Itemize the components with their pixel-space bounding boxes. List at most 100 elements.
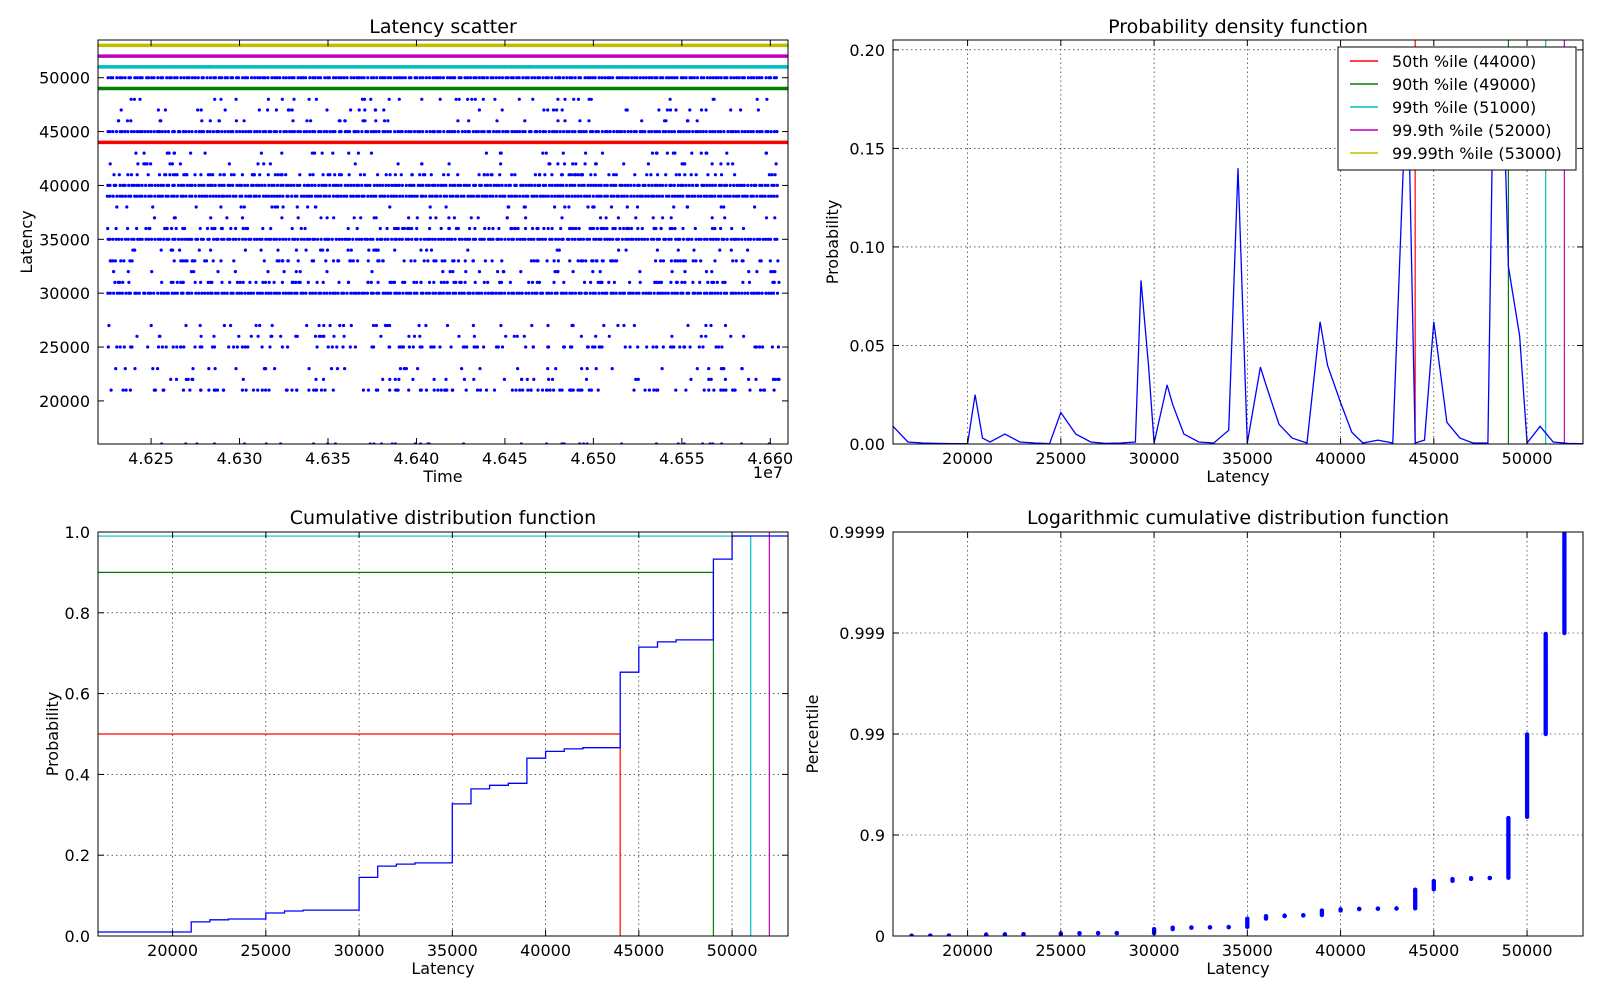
scatter-point bbox=[432, 130, 436, 134]
scatter-point bbox=[670, 194, 675, 198]
scatter-point bbox=[382, 119, 387, 123]
scatter-point bbox=[752, 291, 756, 295]
scatter-point bbox=[401, 226, 405, 231]
scatter-point bbox=[571, 162, 575, 166]
scatter-point bbox=[114, 226, 118, 231]
scatter-point bbox=[371, 237, 375, 241]
scatter-point bbox=[653, 280, 657, 284]
scatter-point bbox=[342, 194, 346, 198]
scatter-point bbox=[683, 270, 687, 274]
scatter-point bbox=[640, 119, 644, 123]
scatter-point bbox=[535, 130, 539, 134]
scatter-point bbox=[316, 194, 320, 198]
scatter-point bbox=[138, 130, 142, 134]
scatter-point bbox=[579, 130, 583, 134]
scatter-point bbox=[206, 183, 210, 187]
scatter-point bbox=[545, 259, 549, 263]
scatter-point bbox=[537, 173, 542, 177]
scatter-point bbox=[375, 76, 379, 80]
scatter-point bbox=[565, 76, 569, 80]
scatter-point bbox=[469, 216, 473, 220]
scatter-point bbox=[190, 237, 194, 241]
scatter-point bbox=[763, 194, 767, 198]
scatter-point bbox=[229, 226, 233, 231]
scatter-point bbox=[432, 377, 436, 381]
x-tick-label: 4.645 bbox=[482, 449, 528, 468]
scatter-point bbox=[304, 76, 308, 80]
scatter-point bbox=[477, 291, 481, 295]
scatter-point bbox=[208, 280, 213, 284]
scatter-point bbox=[202, 130, 206, 134]
scatter-point bbox=[718, 248, 722, 252]
scatter-point bbox=[594, 162, 598, 166]
scatter-point bbox=[190, 291, 194, 295]
scatter-point bbox=[345, 237, 349, 241]
scatter-point bbox=[376, 259, 380, 263]
scatter-point bbox=[396, 226, 400, 231]
scatter-point bbox=[772, 183, 776, 187]
scatter-point bbox=[184, 194, 188, 198]
scatter-point bbox=[473, 97, 477, 101]
scatter-point bbox=[709, 377, 713, 381]
scatter-point bbox=[257, 183, 261, 187]
scatter-point bbox=[371, 291, 375, 295]
scatter-point bbox=[261, 280, 265, 284]
scatter-point bbox=[274, 237, 278, 241]
scatter-point bbox=[719, 130, 723, 134]
scatter-point bbox=[709, 323, 713, 328]
scatter-point bbox=[320, 151, 324, 155]
scatter-point bbox=[266, 173, 270, 177]
axes-frame bbox=[97, 39, 789, 445]
scatter-point bbox=[646, 162, 651, 166]
scatter-point bbox=[134, 151, 138, 155]
scatter-point bbox=[218, 173, 222, 177]
log-cdf-panel: Logarithmic cumulative distribution func… bbox=[803, 507, 1584, 978]
scatter-point bbox=[418, 183, 423, 187]
scatter-point bbox=[770, 183, 774, 187]
scatter-point bbox=[603, 183, 607, 187]
scatter-point bbox=[532, 194, 536, 198]
scatter-point bbox=[504, 130, 508, 134]
scatter-point bbox=[169, 76, 173, 80]
scatter-point bbox=[666, 291, 671, 295]
scatter-point bbox=[546, 194, 550, 198]
scatter-point bbox=[129, 130, 134, 134]
x-tick-label: 4.650 bbox=[570, 449, 616, 468]
scatter-point bbox=[106, 345, 110, 349]
scatter-point bbox=[742, 183, 746, 187]
scatter-point bbox=[323, 76, 327, 80]
scatter-point bbox=[128, 291, 132, 295]
percentile-point bbox=[946, 933, 952, 936]
scatter-point bbox=[569, 226, 573, 231]
scatter-point bbox=[485, 194, 489, 198]
scatter-point bbox=[652, 226, 656, 231]
scatter-point bbox=[232, 345, 236, 349]
scatter-point bbox=[413, 259, 417, 263]
scatter-point bbox=[497, 291, 501, 295]
scatter-point bbox=[319, 76, 323, 80]
scatter-point bbox=[120, 76, 124, 80]
scatter-point bbox=[231, 130, 235, 134]
y-axis-label: Latency bbox=[17, 210, 36, 273]
scatter-point bbox=[327, 194, 332, 198]
x-tick-label: 45000 bbox=[1408, 941, 1459, 960]
scatter-point bbox=[651, 345, 655, 349]
scatter-point bbox=[644, 76, 648, 80]
scatter-point bbox=[653, 76, 657, 80]
scatter-point bbox=[510, 130, 514, 134]
scatter-point bbox=[228, 183, 232, 187]
scatter-point bbox=[118, 291, 122, 295]
scatter-point bbox=[655, 248, 660, 252]
scatter-point bbox=[486, 280, 490, 284]
scatter-point bbox=[203, 151, 207, 155]
scatter-point bbox=[290, 108, 294, 112]
scatter-point bbox=[563, 119, 567, 123]
scatter-point bbox=[301, 291, 305, 295]
scatter-point bbox=[228, 237, 232, 241]
scatter-point bbox=[181, 259, 185, 263]
scatter-point bbox=[568, 345, 573, 349]
scatter-point bbox=[623, 76, 628, 80]
scatter-point bbox=[678, 345, 682, 349]
scatter-point bbox=[274, 108, 278, 112]
scatter-point bbox=[612, 130, 616, 134]
